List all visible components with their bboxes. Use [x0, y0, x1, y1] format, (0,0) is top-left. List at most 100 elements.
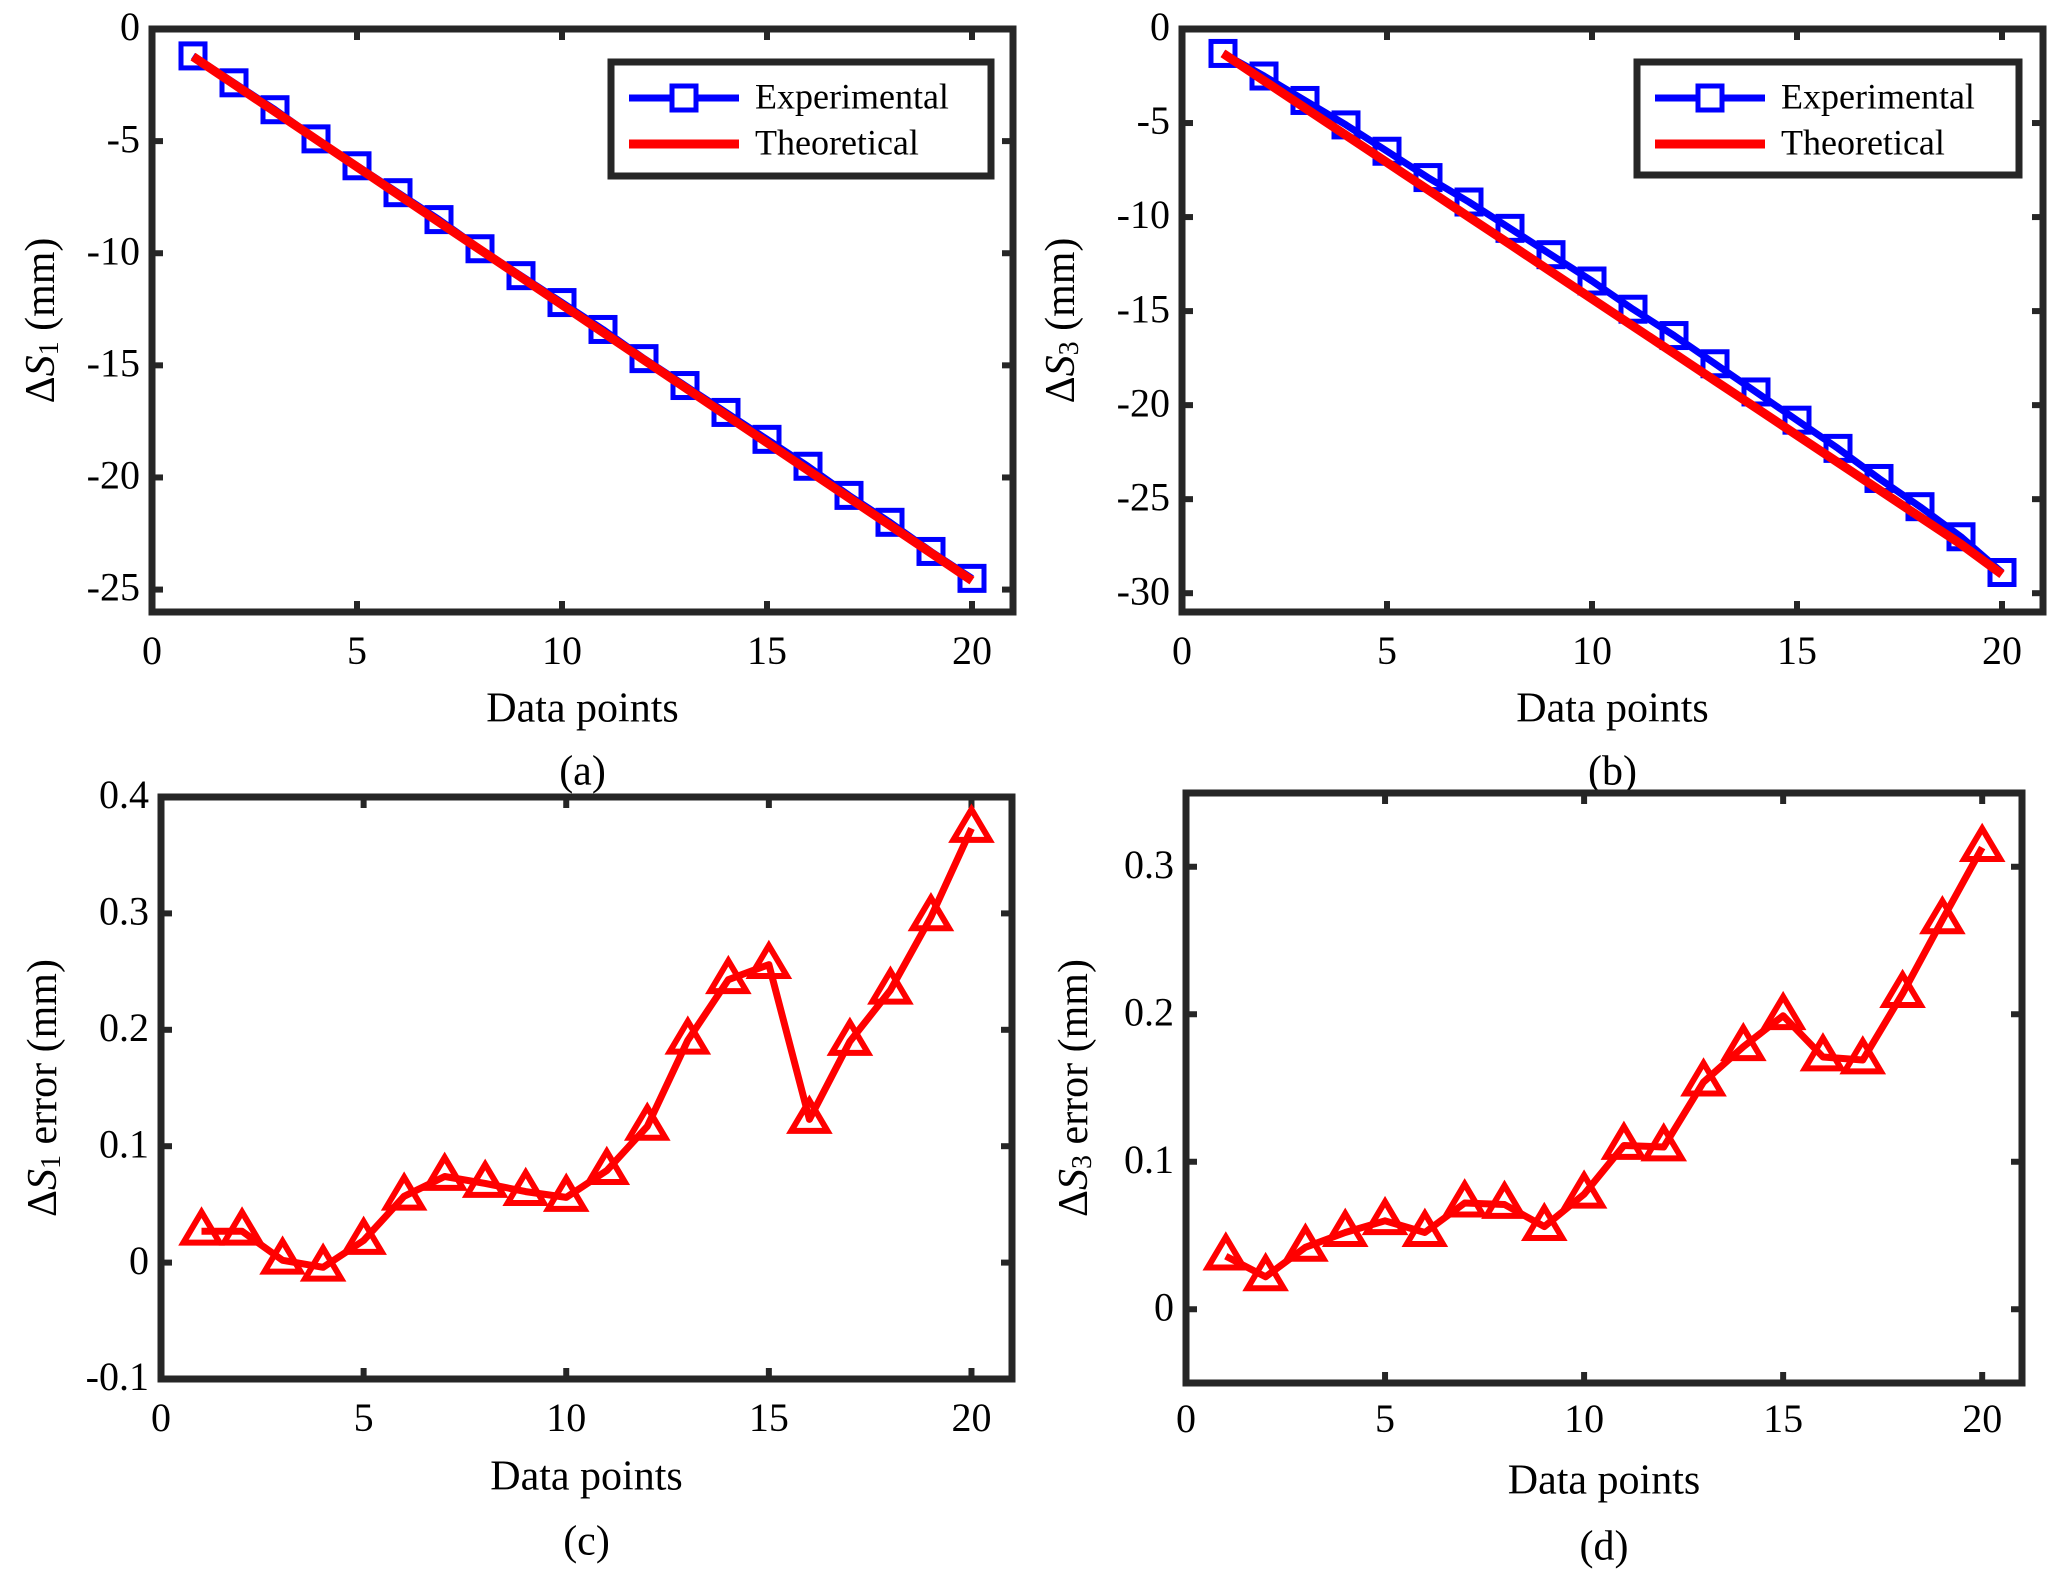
- data-point-triangle: [1680, 1057, 1727, 1097]
- y-label-delta: Δ: [18, 376, 64, 403]
- x-tick-label: 10: [546, 1395, 586, 1440]
- panel-label: (b): [1588, 749, 1637, 795]
- y-tick-label: 0: [120, 4, 140, 49]
- y-tick-label: 0.2: [99, 1005, 149, 1050]
- x-tick-label: 15: [749, 1395, 789, 1440]
- data-point-triangle: [1401, 1207, 1449, 1247]
- data-point-square: [260, 95, 290, 125]
- data-point-triangle: [421, 1151, 468, 1191]
- x-tick-label: 15: [1777, 628, 1817, 673]
- data-point-triangle: [380, 1171, 428, 1211]
- data-point-triangle: [1958, 822, 2006, 862]
- data-point-square: [465, 234, 495, 264]
- y-tick-label: -20: [87, 453, 140, 498]
- y-label-unit: error (mm): [20, 959, 66, 1155]
- x-tick-label: 20: [1982, 628, 2022, 673]
- axes-frame: [157, 793, 1016, 1383]
- axes-frame: [148, 25, 1017, 616]
- data-point-triangle: [1600, 1120, 1648, 1160]
- data-point-square: [1577, 266, 1607, 296]
- plot-area: [161, 797, 1012, 1379]
- y-tick-label: 0.3: [99, 889, 149, 934]
- data-point-square: [178, 41, 208, 71]
- data-point-triangle: [218, 1206, 266, 1246]
- x-tick-label: 0: [142, 628, 162, 673]
- y-tick-label: -20: [1117, 380, 1170, 425]
- y-tick-label: 0.2: [1124, 989, 1174, 1034]
- x-tick-label: 0: [1176, 1396, 1196, 1441]
- y-tick-label: -5: [107, 116, 140, 161]
- y-tick-label: -0.1: [86, 1354, 149, 1399]
- y-tick-label: 0: [1154, 1284, 1174, 1329]
- data-point-triangle: [461, 1158, 509, 1198]
- y-label-delta: Δ: [1051, 1190, 1097, 1217]
- data-point-square: [834, 480, 864, 510]
- legend-box: [1633, 58, 2023, 179]
- y-tick-label: -25: [1117, 474, 1170, 519]
- y-tick-label: -15: [87, 341, 140, 386]
- x-tick-label: 15: [747, 628, 787, 673]
- x-tick-label: 0: [1172, 628, 1192, 673]
- legend-box: [607, 58, 995, 180]
- y-tick-label: -25: [87, 565, 140, 610]
- data-point-triangle: [1242, 1251, 1289, 1292]
- y-axis-label: ΔS1 error (mm): [20, 959, 68, 1217]
- data-point-square: [629, 344, 659, 374]
- data-point-square: [219, 68, 249, 98]
- chart-panel-a: 0 5 10 15 20 0 -5 -10 -15 -20 -25 Data points ΔS1 (m…: [18, 4, 1017, 795]
- y-tick-label: 0.3: [1124, 842, 1174, 887]
- y-label-variable: S: [18, 355, 64, 376]
- y-tick-label: 0.4: [99, 772, 149, 817]
- data-point-triangle: [299, 1242, 347, 1282]
- data-point-triangle: [745, 939, 793, 980]
- y-axis-label: ΔS1 (mm): [18, 238, 66, 404]
- series-line-theoretical: [190, 52, 975, 585]
- y-label-delta: Δ: [1038, 376, 1084, 403]
- chart-panel-d: 0 5 10 15 20 0.3 0.2 0.1 0 Data points ΔS3 error (…: [1051, 789, 2026, 1570]
- data-point-triangle: [948, 803, 995, 843]
- x-axis-label: Data points: [490, 1454, 682, 1500]
- y-axis-label: ΔS3 error (mm): [1051, 959, 1099, 1217]
- data-point-square: [916, 536, 946, 566]
- series-line-theoretical: [1220, 49, 2005, 579]
- data-point-triangle: [1282, 1222, 1329, 1262]
- legend-marker-square: [1695, 83, 1725, 113]
- x-tick-label: 5: [354, 1395, 374, 1440]
- data-point-triangle: [1321, 1207, 1369, 1247]
- data-point-square: [957, 563, 987, 593]
- x-tick-label: 5: [1375, 1396, 1395, 1441]
- x-tick-label: 0: [151, 1395, 171, 1440]
- y-label-subscript: 3: [1067, 1155, 1098, 1169]
- data-point-square: [301, 124, 331, 154]
- data-point-square: [1659, 321, 1689, 351]
- x-tick-label: 15: [1763, 1396, 1803, 1441]
- x-tick-label: 5: [347, 628, 367, 673]
- chart-panel-b: 0 5 10 15 20 0 -5 -10 -15 -20 -25 -30 Data points ΔS3…: [1038, 4, 2047, 795]
- y-tick-label: 0.1: [99, 1121, 149, 1166]
- axes-frame: [1182, 789, 2026, 1387]
- data-point-triangle: [178, 1206, 225, 1246]
- y-tick-label: -5: [1137, 98, 1170, 143]
- data-point-triangle: [907, 892, 955, 932]
- y-tick-label: -15: [1117, 286, 1170, 331]
- y-label-unit: (mm): [18, 238, 64, 342]
- x-axis-label: Data points: [486, 686, 678, 732]
- legend: Experimental Theoretical: [1633, 58, 2023, 179]
- x-axis-label: Data points: [1508, 1458, 1700, 1504]
- data-point-triangle: [583, 1145, 631, 1186]
- data-point-triangle: [786, 1094, 833, 1134]
- series-line--s3-error: [1224, 845, 1986, 1281]
- x-tick-label: 10: [542, 628, 582, 673]
- y-axis-label: ΔS3 (mm): [1038, 238, 1086, 404]
- data-point-triangle: [826, 1016, 874, 1056]
- data-point-triangle: [1799, 1032, 1847, 1072]
- legend-label: Experimental: [1781, 76, 1975, 116]
- y-label-unit: error (mm): [1051, 959, 1097, 1155]
- data-point-triangle: [502, 1166, 550, 1206]
- data-point-triangle: [340, 1215, 387, 1255]
- legend-marker-square: [669, 83, 699, 113]
- data-point-triangle: [542, 1172, 590, 1212]
- x-tick-label: 20: [952, 628, 992, 673]
